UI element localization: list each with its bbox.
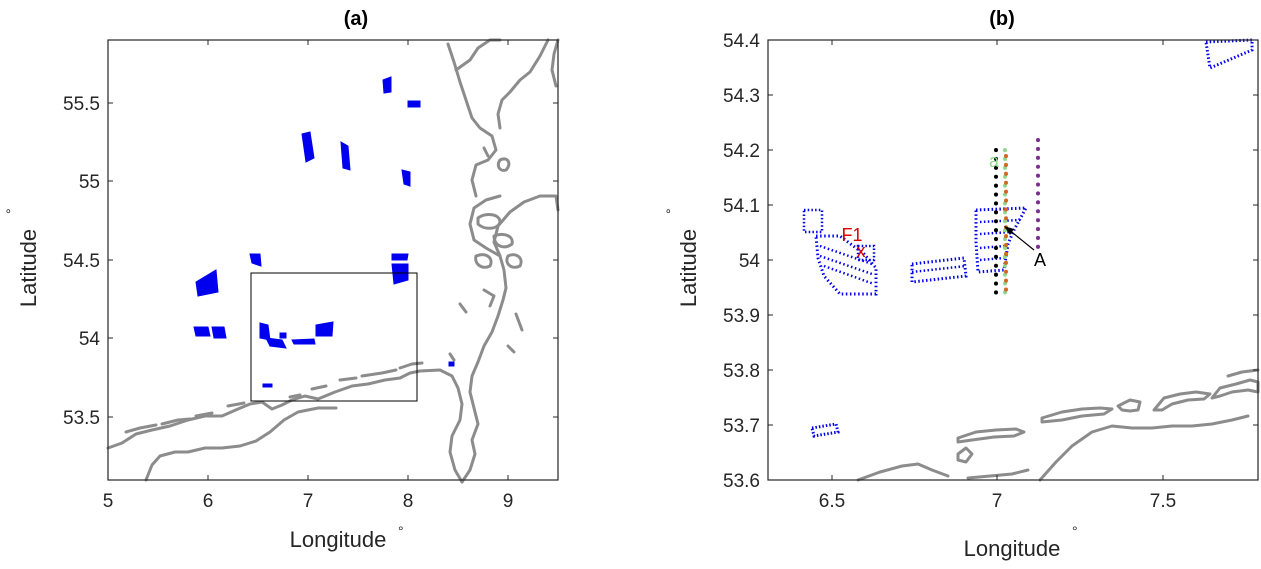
panel-b-ytick-label: 54.4 xyxy=(723,31,760,52)
panel-b: (b) xyxy=(663,8,1260,561)
annotation-arrow-head xyxy=(1004,226,1014,235)
panel-b-transects xyxy=(994,138,1040,296)
panel-a-inset-box xyxy=(250,272,418,402)
panel-b-xticks xyxy=(831,40,1164,480)
panel-a-xticks xyxy=(107,40,509,480)
panel-b-annotations: a F1 x A xyxy=(841,151,1046,270)
panel-a-ylabel: Latitude xyxy=(16,229,41,307)
annotation-A: A xyxy=(1034,250,1046,270)
panel-a-ytick-label: 54 xyxy=(79,329,101,350)
panel-a-xtick-label: 5 xyxy=(103,491,114,512)
panel-b-ylabel-degree: ° xyxy=(663,208,679,214)
panel-a-xtick-label: 8 xyxy=(403,491,414,512)
panel-a-ytick-label: 53.5 xyxy=(63,408,100,429)
panel-b-yticks xyxy=(768,94,1258,426)
panel-b-title: (b) xyxy=(989,8,1015,30)
annotation-x-marker: x xyxy=(857,241,866,261)
annotation-a: a xyxy=(989,151,1000,171)
panel-a-xtick-label: 6 xyxy=(203,491,214,512)
panel-b-coastline xyxy=(856,368,1260,482)
panel-b-ytick-label: 53.9 xyxy=(723,306,760,327)
panel-a-xlabel-degree: ° xyxy=(398,523,404,539)
panel-b-xlabel-degree: ° xyxy=(1072,523,1078,539)
panel-a-xlabel: Longitude xyxy=(290,527,387,552)
panel-b-xtick-label: 7.5 xyxy=(1150,491,1176,512)
panel-b-ytick-label: 54.2 xyxy=(723,141,760,162)
panel-a-ytick-label: 54.5 xyxy=(63,251,100,272)
panel-b-ytick-label: 54 xyxy=(739,251,761,272)
panel-b-ytick-label: 53.8 xyxy=(723,361,760,382)
panel-a-ylabel-degree: ° xyxy=(3,208,19,214)
panel-b-xtick-label: 6.5 xyxy=(819,491,845,512)
panel-b-ytick-label: 53.6 xyxy=(723,471,760,492)
panel-b-axes-box xyxy=(767,39,1259,481)
panel-a-coastline xyxy=(106,38,560,484)
panel-b-xlabel: Longitude xyxy=(964,536,1061,561)
panel-b-ytick-label: 54.3 xyxy=(723,86,760,107)
panel-b-ytick-label: 54.1 xyxy=(723,196,760,217)
annotation-arrow-line xyxy=(1007,228,1035,251)
panel-a-windfarms xyxy=(193,76,455,388)
panel-b-windfarms xyxy=(802,38,1254,438)
panel-a-xtick-label: 7 xyxy=(303,491,314,512)
panel-a-ytick-label: 55.5 xyxy=(63,94,100,115)
panel-b-ytick-label: 53.7 xyxy=(723,416,760,437)
annotation-f1: F1 xyxy=(841,225,862,245)
panel-a-yticks xyxy=(108,102,558,418)
panel-a-xtick-label: 9 xyxy=(503,491,514,512)
panel-b-xtick-label: 7 xyxy=(992,491,1003,512)
panel-a: (a) xyxy=(3,8,560,552)
panel-b-ylabel: Latitude xyxy=(676,229,701,307)
panel-a-title: (a) xyxy=(344,8,368,30)
panel-a-ytick-label: 55 xyxy=(79,172,100,193)
